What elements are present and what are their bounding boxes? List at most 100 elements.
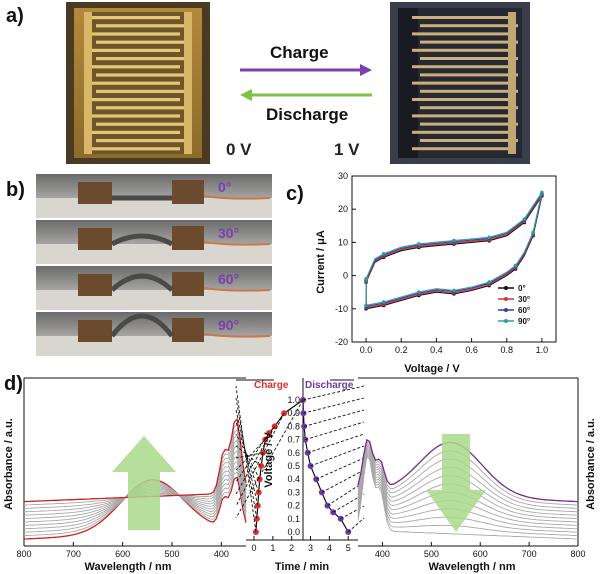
gcd-connector — [305, 421, 365, 441]
cv-legend-label: 90° — [518, 317, 530, 326]
gcd-ytick-label: 0.4 — [287, 474, 300, 484]
cv-ytick-label: -10 — [335, 304, 348, 314]
gcd-ytick-label: 0.2 — [287, 501, 300, 511]
cv-xtick-label: 0.8 — [501, 345, 514, 355]
bend-table-surface — [36, 290, 272, 310]
electrode-finger — [84, 16, 180, 20]
left-voltage: 0 V — [226, 140, 252, 159]
cv-marker — [452, 288, 456, 293]
electrode-finger — [96, 106, 192, 110]
abs-xtick-label: 400 — [375, 549, 390, 559]
cv-legend-label: 60° — [518, 306, 530, 315]
electrode-bleached-photo — [66, 2, 210, 164]
cv-ytick-label: -20 — [335, 337, 348, 347]
electrode-finger — [420, 106, 518, 110]
electrode-finger — [412, 81, 510, 85]
electrode-finger — [412, 147, 510, 151]
abs-left-xlabel: Wavelength / nm — [85, 561, 172, 573]
cv-marker — [540, 190, 544, 195]
gcd-charge-title: Charge — [254, 380, 289, 391]
gcd-ytick-label: 0.5 — [287, 461, 300, 471]
cv-legend-label: 0° — [518, 284, 526, 293]
panel-label-c: c) — [286, 183, 304, 205]
decrease-arrow — [426, 434, 486, 532]
cv-ytick-label: 20 — [338, 204, 348, 214]
cv-ytick-label: 30 — [338, 171, 348, 181]
gcd-discharge-title: Discharge — [305, 380, 354, 391]
cv-marker — [364, 303, 368, 308]
electrode-finger — [412, 16, 510, 19]
electrode-finger — [412, 65, 510, 69]
electrode-finger — [420, 73, 518, 77]
cv-marker — [381, 300, 386, 304]
gcd-connector — [235, 433, 261, 480]
cv-marker — [417, 290, 421, 294]
cv-ytick-label: 10 — [338, 237, 348, 247]
gcd-connector — [302, 385, 365, 401]
bend-table-surface — [36, 336, 272, 356]
right-voltage: 1 V — [334, 140, 360, 159]
bent-device — [110, 273, 174, 292]
electrode-finger — [412, 48, 510, 52]
electrode-finger — [96, 89, 192, 93]
clamp-right — [172, 226, 204, 250]
clamp-right — [172, 180, 204, 204]
electrode-finger — [412, 32, 510, 36]
gcd-connector — [327, 481, 365, 506]
cv-chart: 0.0 0.2 0.4 0.6 0.8 1.0 -20 -10 0 10 20 30 0° 30° 60° 9… — [335, 171, 557, 355]
gcd-connector — [310, 445, 365, 467]
charge-label: Charge — [270, 43, 329, 62]
cv-marker — [487, 235, 491, 240]
cv-marker — [417, 242, 421, 246]
angle-0: 0° — [218, 179, 231, 195]
gcd-ytick-label: 0.3 — [287, 487, 300, 497]
charge-arrow — [240, 64, 372, 76]
electrode-finger — [84, 81, 180, 85]
gcd-connector — [235, 385, 257, 533]
gcd-connector — [321, 469, 365, 493]
gcd-xtick-label: 0 — [251, 543, 256, 553]
bend-table-surface — [36, 198, 272, 218]
gcd-ytick-label: 0.8 — [287, 421, 300, 431]
cv-xtick-label: 0.2 — [395, 345, 408, 355]
cv-marker — [452, 238, 456, 243]
angle-60: 60° — [218, 271, 239, 287]
bent-device — [110, 313, 174, 338]
electrode-finger — [412, 98, 510, 101]
gcd-ytick-label: 0.6 — [287, 448, 300, 458]
cv-marker — [513, 263, 518, 268]
abs-xtick-label: 700 — [66, 549, 81, 559]
electrode-finger — [84, 32, 180, 36]
electrode-finger — [84, 130, 180, 134]
abs-xtick-label: 800 — [16, 549, 31, 559]
gcd-connector — [235, 452, 264, 459]
gcd-xtick-label: 4 — [327, 543, 332, 553]
copper-lead — [203, 241, 271, 246]
gcd-xlabel: Time / min — [275, 561, 329, 573]
abs-xtick-label: 600 — [115, 549, 130, 559]
gcd-xtick-label: 2 — [289, 543, 294, 553]
copper-lead — [203, 287, 271, 292]
electrode-finger — [96, 122, 192, 126]
cv-xtick-label: 0.0 — [360, 345, 373, 355]
electrode-busbar — [84, 12, 92, 154]
cv-ylabel: Current / μA — [315, 230, 327, 294]
electrode-finger — [420, 122, 518, 126]
bending-photos — [36, 174, 272, 356]
panel-label-b: b) — [6, 179, 25, 201]
gcd-ytick-label: 0.1 — [287, 514, 300, 524]
abs-curve — [357, 455, 579, 540]
electrode-finger — [420, 139, 518, 142]
bend-table-surface — [36, 244, 272, 264]
cv-legend-marker — [504, 297, 508, 301]
gcd-xtick-label: 3 — [308, 543, 313, 553]
cv-legend-marker — [504, 319, 508, 323]
gcd-connector — [235, 439, 266, 471]
gcd-connector — [303, 397, 365, 414]
gcd-connector — [304, 409, 365, 427]
gcd-connector — [235, 421, 260, 493]
electrode-finger — [412, 130, 510, 134]
electrode-finger — [420, 89, 518, 93]
abs-right-xlabel: Wavelength / nm — [429, 561, 516, 573]
electrode-finger — [420, 24, 518, 28]
